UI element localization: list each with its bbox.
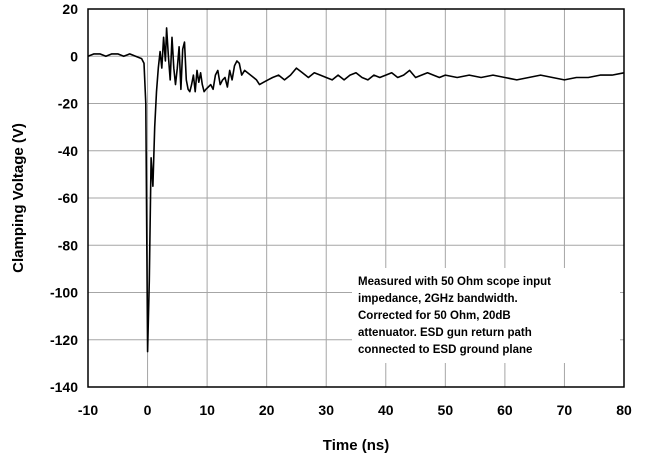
y-tick-label: -20	[58, 96, 78, 112]
y-tick-label: -120	[50, 332, 78, 348]
annotation-box	[352, 268, 620, 363]
x-tick-label: -10	[78, 402, 98, 418]
annotation-line-3: Corrected for 50 Ohm, 20dB	[358, 310, 511, 322]
annotation-line-5: connected to ESD ground plane	[358, 344, 532, 356]
x-tick-labels: -10 0 10 20 30 40 50 60 70 80	[78, 402, 632, 418]
series-line	[87, 27, 625, 353]
y-tick-labels: 20 0 -20 -40 -60 -80 -100 -120 -140	[50, 1, 78, 395]
annotation-line-1: Measured with 50 Ohm scope input	[358, 276, 551, 288]
x-tick-label: 20	[259, 402, 275, 418]
x-tick-label: 50	[438, 402, 454, 418]
y-tick-label: -140	[50, 379, 78, 395]
plot-frame	[87, 8, 625, 388]
x-tick-label: 0	[144, 402, 152, 418]
annotation-line-2: impedance, 2GHz bandwidth.	[358, 293, 518, 305]
y-tick-label: -80	[58, 237, 78, 253]
y-tick-label: -40	[58, 143, 78, 159]
y-tick-label: -60	[58, 190, 78, 206]
x-tick-label: 40	[378, 402, 394, 418]
x-tick-label: 30	[318, 402, 334, 418]
annotation-line-4: attenuator. ESD gun return path	[358, 327, 532, 339]
x-tick-label: 10	[199, 402, 215, 418]
y-tick-label: 20	[62, 1, 78, 17]
x-tick-label: 70	[557, 402, 573, 418]
x-axis-title: Time (ns)	[323, 437, 389, 454]
x-tick-label: 60	[497, 402, 513, 418]
y-tick-label: 0	[70, 48, 78, 64]
x-tick-label: 80	[616, 402, 632, 418]
y-axis-title: Clamping Voltage (V)	[10, 123, 27, 273]
y-tick-label: -100	[50, 285, 78, 301]
